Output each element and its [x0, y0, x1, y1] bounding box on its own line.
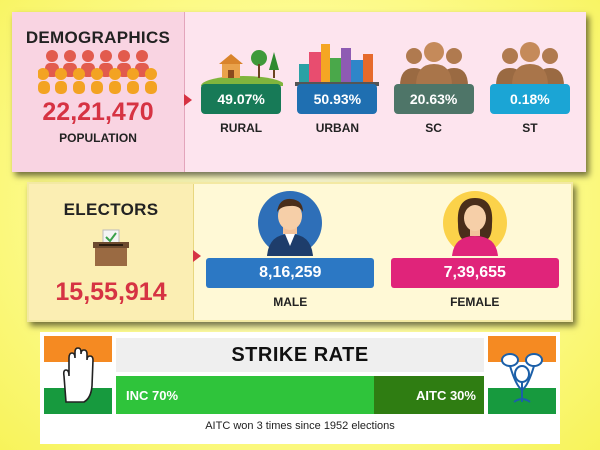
aitc-label: AITC 30% [416, 387, 476, 403]
rural-label: RURAL [220, 121, 263, 135]
population-label: POPULATION [59, 131, 137, 145]
electors-total: 15,55,914 [55, 278, 167, 306]
demographics-stats: 49.07% RURAL 50.93% URBAN 20. [184, 12, 586, 172]
people-group-icon [495, 42, 564, 86]
strike-rate-note: AITC won 3 times since 1952 elections [205, 420, 395, 432]
urban-percent: 50.93% [297, 84, 378, 114]
strike-rate-panel: STRIKE RATE INC 70% AITC 30% AITC won 3 … [40, 332, 560, 444]
male-avatar-icon [258, 191, 323, 256]
electors-summary: ELECTORS 15,55,914 [29, 184, 201, 320]
urban-label: URBAN [315, 121, 360, 135]
male-count: 8,16,259 [206, 258, 375, 288]
demographics-panel: DEMOGRAPHICS 22,21,470 POPULATION [12, 12, 586, 172]
sc-percent: 20.63% [393, 84, 474, 114]
rural-percent: 49.07% [201, 84, 282, 114]
inc-segment: INC 70% [116, 376, 374, 414]
people-group-icon [399, 42, 468, 86]
stat-sc: 20.63% SC [392, 40, 476, 135]
sc-label: SC [425, 121, 442, 135]
electors-female: 7,39,655 FEMALE [390, 190, 559, 320]
electors-panel: ELECTORS 15,55,914 8,16,259 MALE [27, 182, 573, 322]
strike-rate-title: STRIKE RATE [116, 338, 484, 372]
demographics-title: DEMOGRAPHICS [25, 28, 171, 47]
electors-male: 8,16,259 MALE [206, 190, 375, 320]
st-percent: 0.18% [489, 84, 570, 114]
stat-rural: 49.07% RURAL [199, 40, 284, 135]
demographics-summary: DEMOGRAPHICS 22,21,470 POPULATION [12, 12, 192, 172]
inc-hand-symbol-icon [44, 336, 112, 414]
aitc-flower-symbol-icon [488, 336, 556, 414]
population-crowd-icon [38, 50, 157, 94]
population-value: 22,21,470 [42, 98, 154, 126]
female-label: FEMALE [450, 295, 500, 309]
stat-st: 0.18% ST [488, 40, 572, 135]
female-count: 7,39,655 [390, 258, 559, 288]
ballot-box-icon [93, 229, 129, 266]
stat-urban: 50.93% URBAN [295, 40, 380, 135]
aitc-segment: AITC 30% [373, 376, 484, 414]
electors-title: ELECTORS [63, 200, 159, 219]
male-label: MALE [273, 295, 308, 309]
electors-breakdown: 8,16,259 MALE 7,39,655 FEMALE [193, 184, 571, 320]
inc-label: INC 70% [126, 387, 179, 403]
city-skyline-icon [295, 44, 380, 86]
st-label: ST [522, 121, 538, 135]
rural-landscape-icon [201, 50, 284, 86]
female-avatar-icon [442, 191, 507, 256]
strike-rate-bar: INC 70% AITC 30% [116, 376, 484, 414]
